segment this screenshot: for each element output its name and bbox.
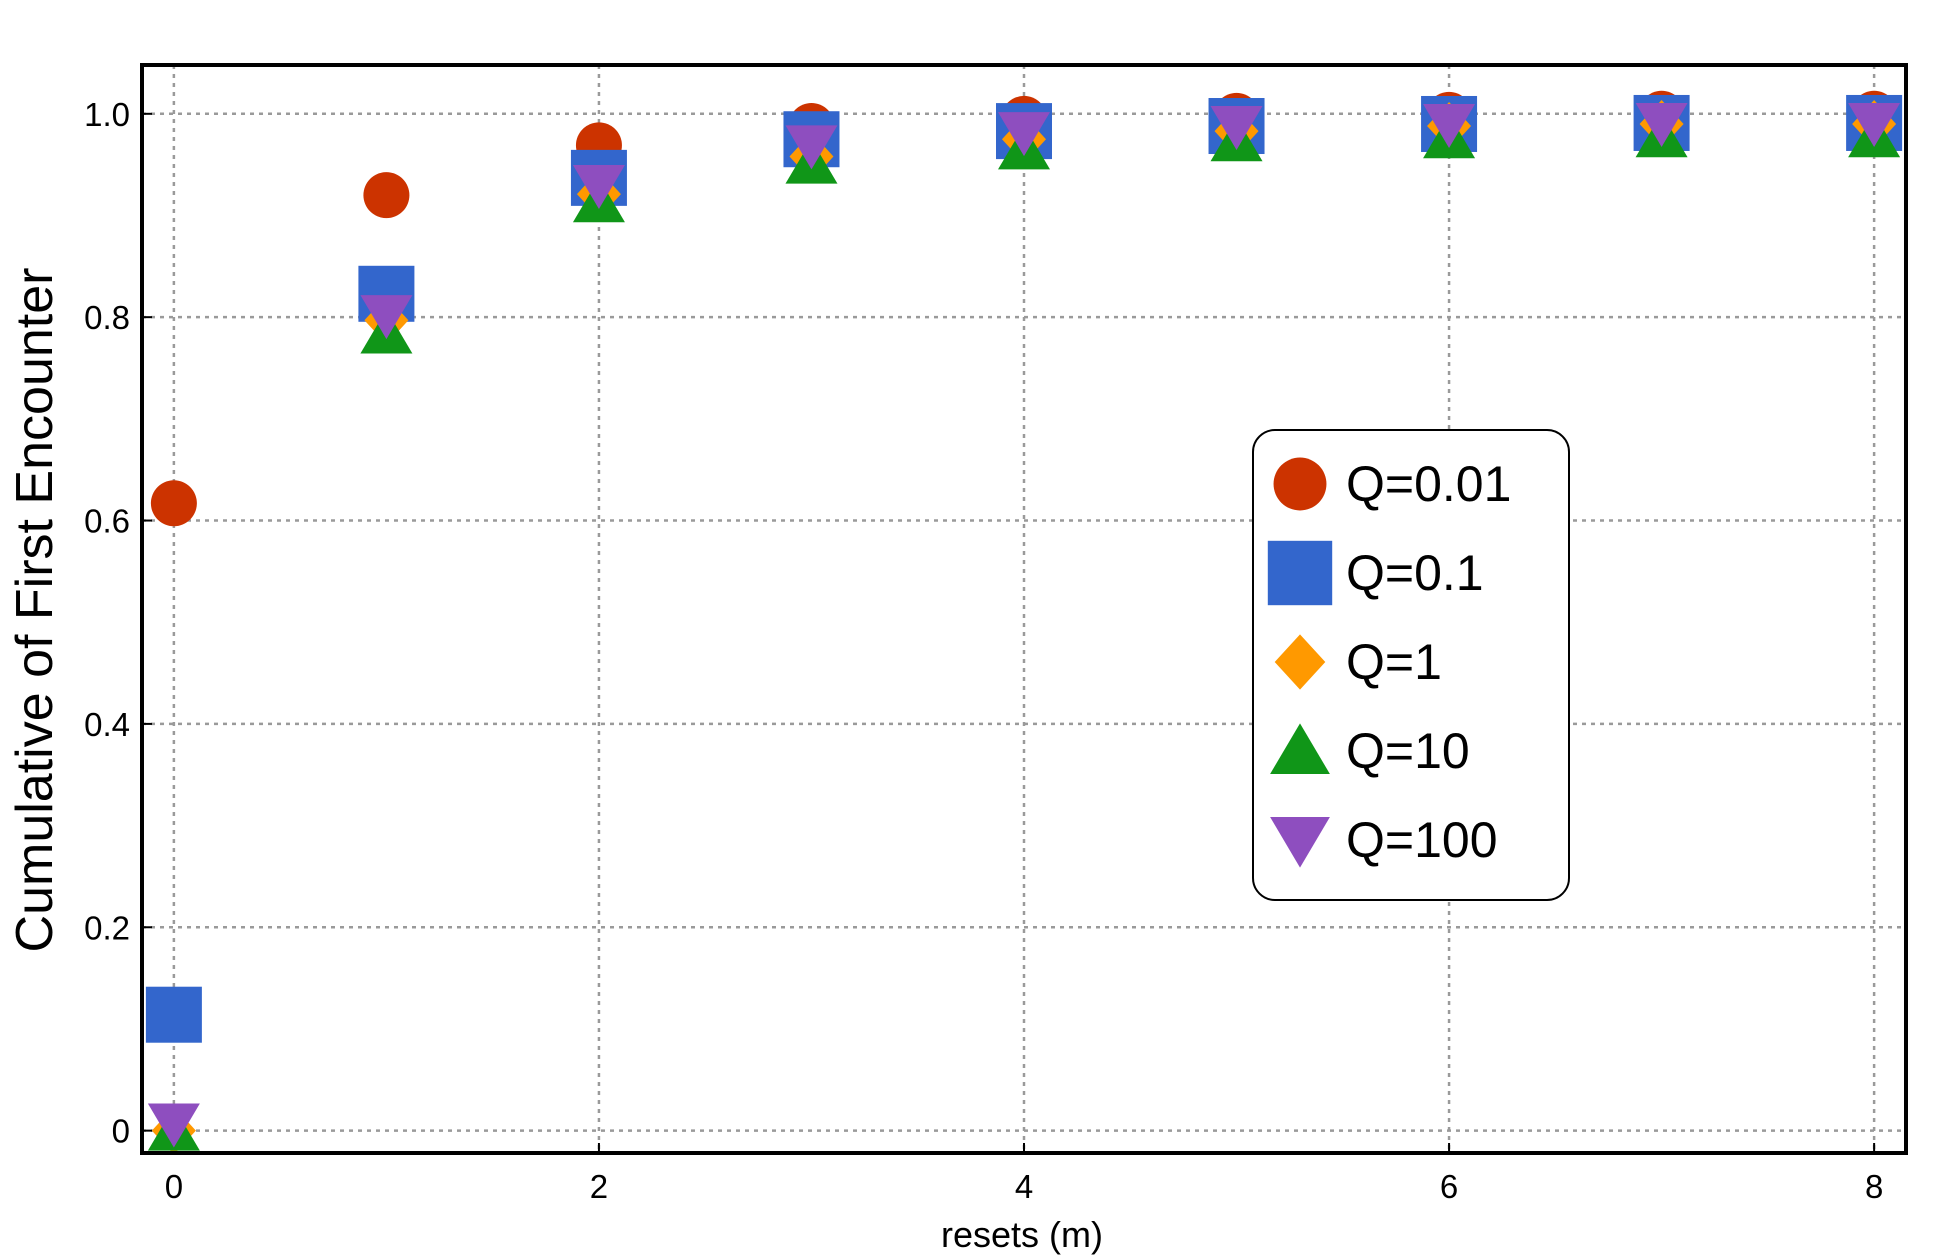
point-q-100-m0 <box>147 1103 200 1148</box>
data-points <box>145 90 1903 1155</box>
y-tick-label: 0.2 <box>84 909 130 946</box>
y-axis-label: Cumulative of First Encounter <box>6 268 64 953</box>
legend-label: Q=1 <box>1346 634 1442 690</box>
legend: Q=0.01 Q=0.1 Q=1 Q=10 Q=100 <box>1252 429 1570 901</box>
grid <box>142 65 1906 1153</box>
point-q-100-m5 <box>1210 106 1263 151</box>
point-q-0-01-m0 <box>150 480 197 527</box>
y-tick-label: 0.6 <box>84 503 130 540</box>
legend-label: Q=100 <box>1346 812 1498 868</box>
point-q-100-m2 <box>572 164 625 209</box>
x-axis-label: resets (m) <box>941 1214 1103 1255</box>
legend-label: Q=0.01 <box>1346 456 1511 512</box>
y-tick-label: 0 <box>112 1113 130 1150</box>
point-q-100-m1 <box>360 295 413 340</box>
legend-label: Q=0.1 <box>1346 545 1484 601</box>
x-tick-label: 8 <box>1865 1168 1883 1205</box>
x-tick-label: 2 <box>590 1168 608 1205</box>
x-tick-label: 4 <box>1015 1168 1033 1205</box>
legend-label: Q=10 <box>1346 723 1470 779</box>
point-q-100-m8 <box>1848 102 1901 147</box>
legend-marker-1 <box>1267 540 1333 606</box>
point-q-100-m6 <box>1423 103 1476 148</box>
legend-marker-4 <box>1270 817 1330 868</box>
point-q-0-1-m0 <box>145 986 202 1043</box>
legend-marker-0 <box>1273 457 1327 511</box>
point-q-0-01-m1 <box>363 172 410 219</box>
legend-marker-2 <box>1274 634 1326 690</box>
y-tick-label: 0.8 <box>84 299 130 336</box>
x-tick-label: 6 <box>1440 1168 1458 1205</box>
x-axis-ticks: 0 2 4 6 8 <box>165 1143 1883 1205</box>
plot-frame <box>140 63 1908 1155</box>
point-q-100-m3 <box>785 125 838 170</box>
y-tick-label: 1.0 <box>84 96 130 133</box>
x-tick-label: 0 <box>165 1168 183 1205</box>
point-q-100-m4 <box>998 112 1050 157</box>
legend-marker-3 <box>1270 723 1330 774</box>
point-q-100-m7 <box>1635 102 1688 147</box>
y-axis-ticks: 0 0.2 0.4 0.6 0.8 1.0 <box>84 96 152 1150</box>
y-tick-label: 0.4 <box>84 706 130 743</box>
